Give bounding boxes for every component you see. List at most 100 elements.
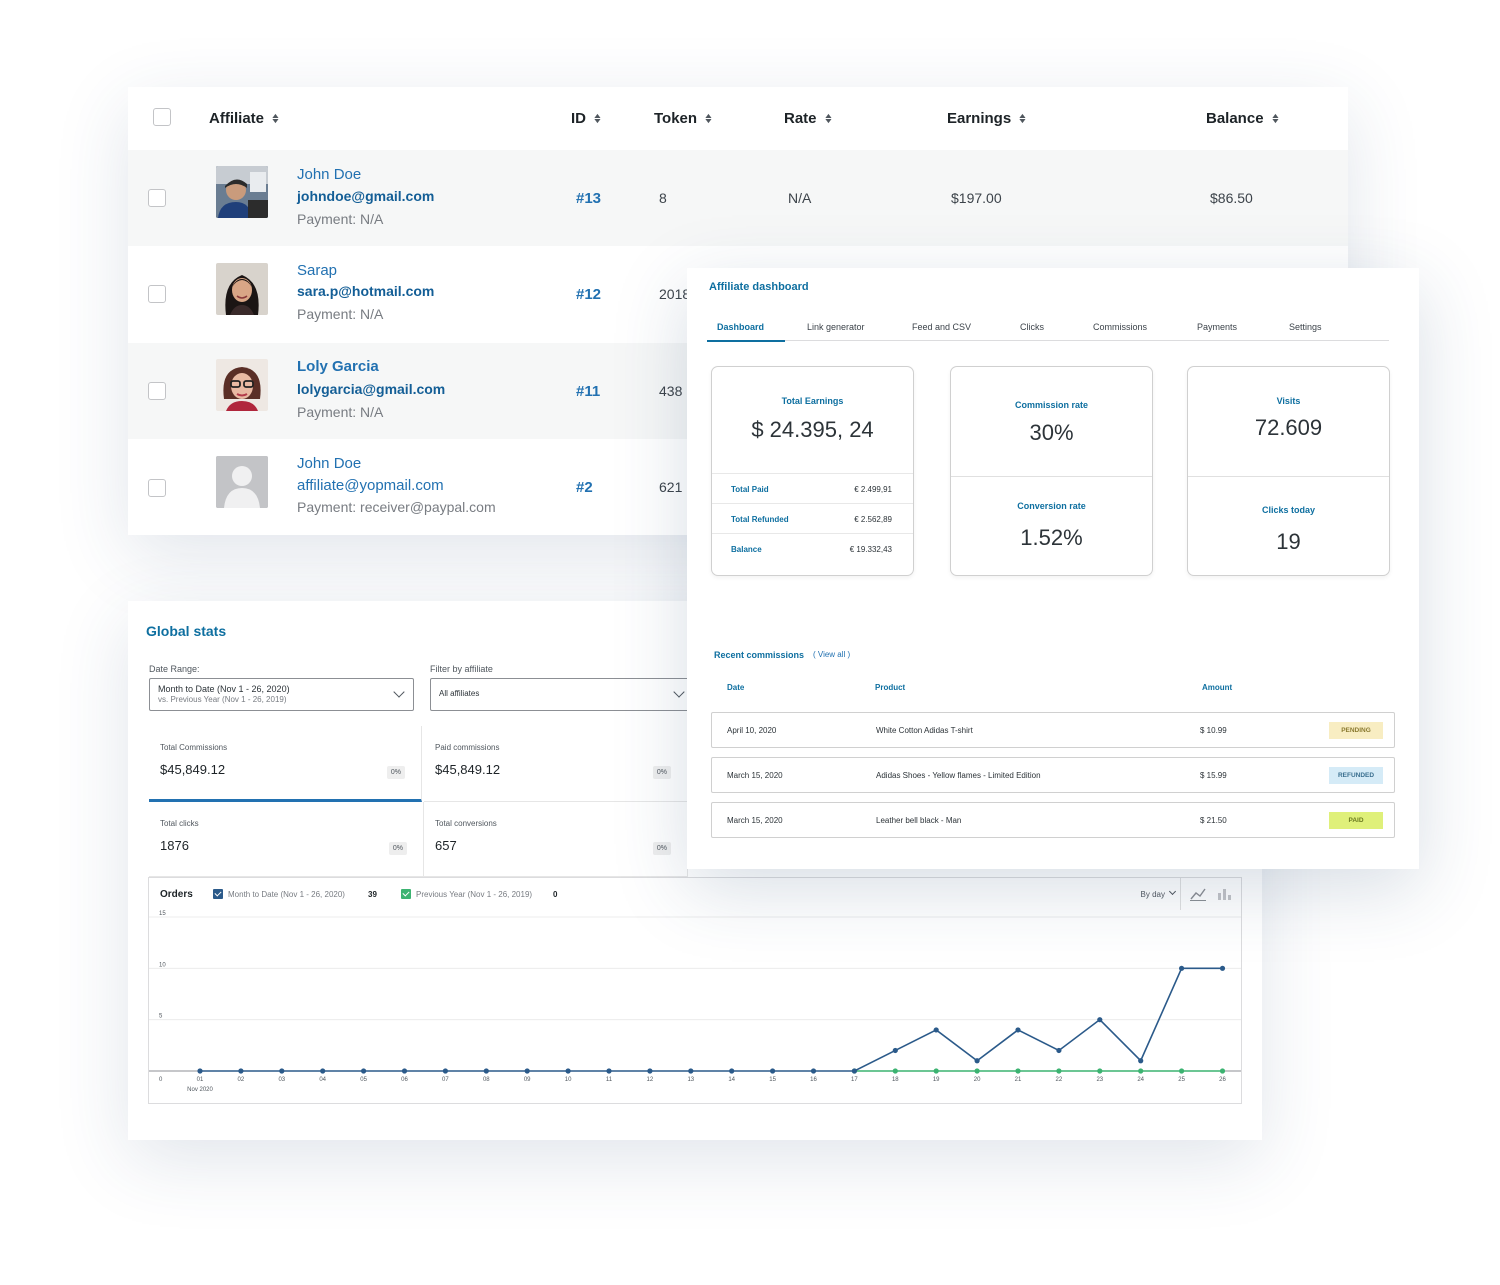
tab-clicks[interactable]: Clicks <box>1020 322 1044 332</box>
x-tick-label: 22 <box>1056 1077 1063 1083</box>
visits-card: Visits 72.609 Clicks today 19 <box>1187 366 1390 576</box>
earnings-value: $ 24.395, 24 <box>751 417 874 442</box>
tab-link-generator[interactable]: Link generator <box>807 322 865 332</box>
affiliate-name-link[interactable]: John Doe <box>297 455 362 472</box>
interval-select[interactable]: By day <box>1140 890 1165 899</box>
x-tick-label: 20 <box>974 1077 981 1083</box>
stat-value: 1876 <box>160 838 189 853</box>
date-range-select[interactable]: Month to Date (Nov 1 - 26, 2020) vs. Pre… <box>149 678 414 711</box>
affiliate-id-link[interactable]: #13 <box>576 190 602 207</box>
commission-row[interactable]: April 10, 2020 White Cotton Adidas T-shi… <box>711 712 1395 748</box>
affiliate-id-link[interactable]: #2 <box>576 479 593 496</box>
affiliate-dashboard: Affiliate dashboard Dashboard Link gener… <box>687 268 1419 869</box>
stat-tile-total-clicks[interactable]: Total clicks 1876 0% <box>149 802 424 877</box>
commission-product: Adidas Shoes - Yellow flames - Limited E… <box>876 771 1041 780</box>
divider <box>1188 476 1389 477</box>
x-tick-label: 11 <box>606 1077 613 1083</box>
commission-rate-label: Commission rate <box>1014 400 1089 410</box>
rates-card: Commission rate 30% Conversion rate 1.52… <box>950 366 1153 576</box>
summary-value: € 2.499,91 <box>854 485 892 494</box>
x-tick-label: 10 <box>565 1077 572 1083</box>
affiliate-name-link[interactable]: Loly Garcia <box>297 358 379 375</box>
visits-value: 72.609 <box>1254 415 1323 440</box>
x-tick-label: 18 <box>892 1077 899 1083</box>
legend-label: Previous Year (Nov 1 - 26, 2019) <box>416 890 533 899</box>
column-header-id[interactable]: ID ▲ ▼ <box>571 87 603 150</box>
series-line <box>200 967 1223 1072</box>
x-tick-label: 13 <box>687 1077 694 1083</box>
tab-payments[interactable]: Payments <box>1197 322 1238 332</box>
tab-settings[interactable]: Settings <box>1289 322 1322 332</box>
table-row[interactable]: John Doe affiliate@yopmail.com Payment: … <box>128 439 1348 535</box>
table-row[interactable]: Sarap sara.p@hotmail.com Payment: N/A #1… <box>128 247 1348 343</box>
affiliate-payment: Payment: N/A <box>297 306 384 322</box>
x-tick-label: 21 <box>1015 1077 1022 1083</box>
column-header-affiliate[interactable]: Affiliate ▲ ▼ <box>209 87 281 150</box>
conversion-rate-label: Conversion rate <box>1017 501 1086 511</box>
stat-tile-total-commissions[interactable]: Total Commissions $45,849.12 0% <box>149 726 422 802</box>
data-point <box>197 1068 203 1074</box>
legend-checkbox-current[interactable] <box>213 889 223 899</box>
data-point <box>442 1068 448 1074</box>
select-all-checkbox[interactable] <box>153 108 171 126</box>
stat-label: Total conversions <box>435 819 497 828</box>
legend-checkbox-previous[interactable] <box>401 889 411 899</box>
filter-affiliate-select[interactable]: All affiliates <box>430 678 694 711</box>
column-header-earnings[interactable]: Earnings ▲ ▼ <box>947 87 1028 150</box>
tab-commissions[interactable]: Commissions <box>1093 322 1148 332</box>
affiliate-email[interactable]: sara.p@hotmail.com <box>297 283 435 299</box>
column-header-product: Product <box>875 683 906 692</box>
data-point <box>361 1068 367 1074</box>
table-row[interactable]: John Doe johndoe@gmail.com Payment: N/A … <box>128 150 1348 246</box>
y-tick-label: 10 <box>159 962 166 968</box>
sort-icon: ▲ ▼ <box>592 112 603 125</box>
x-tick-label: 26 <box>1219 1077 1226 1083</box>
commission-rate-value: 30% <box>1029 420 1074 445</box>
affiliate-email[interactable]: affiliate@yopmail.com <box>297 477 444 494</box>
affiliate-email[interactable]: johndoe@gmail.com <box>297 188 435 204</box>
stat-label: Paid commissions <box>435 743 500 752</box>
affiliate-payment: Payment: N/A <box>297 404 384 420</box>
row-checkbox[interactable] <box>148 382 166 400</box>
data-point <box>606 1068 612 1074</box>
data-point <box>810 1068 817 1074</box>
summary-label: Balance <box>731 545 762 554</box>
commission-row[interactable]: March 15, 2020 Leather bell black - Man … <box>711 802 1395 838</box>
x-tick-label: 05 <box>360 1077 367 1083</box>
row-checkbox[interactable] <box>148 479 166 497</box>
row-checkbox[interactable] <box>148 189 166 207</box>
bar-chart-icon[interactable] <box>1214 886 1234 902</box>
affiliate-email[interactable]: lolygarcia@gmail.com <box>297 381 446 397</box>
data-point <box>770 1068 776 1074</box>
commission-amount: $ 10.99 <box>1200 726 1227 735</box>
stat-tile-paid-commissions[interactable]: Paid commissions $45,849.12 0% <box>424 726 688 802</box>
affiliate-name-link[interactable]: John Doe <box>297 166 362 183</box>
affiliate-name-link[interactable]: Sarap <box>297 262 338 279</box>
commission-row[interactable]: March 15, 2020 Adidas Shoes - Yellow fla… <box>711 757 1395 793</box>
stat-value: $45,849.12 <box>160 762 226 777</box>
column-header-balance[interactable]: Balance ▲ ▼ <box>1206 87 1280 150</box>
commission-product: White Cotton Adidas T-shirt <box>876 726 973 735</box>
tab-feed-and-csv[interactable]: Feed and CSV <box>912 322 972 332</box>
legend-count: 0 <box>553 890 558 899</box>
affiliate-id-link[interactable]: #12 <box>576 286 602 303</box>
view-all-link[interactable]: ( View all ) <box>813 650 851 659</box>
column-header-rate[interactable]: Rate ▲ ▼ <box>784 87 833 150</box>
stat-tile-total-conversions[interactable]: Total conversions 657 0% <box>424 802 688 877</box>
data-point <box>524 1068 530 1074</box>
column-header-token[interactable]: Token ▲ ▼ <box>654 87 714 150</box>
data-point <box>892 1068 898 1074</box>
data-point <box>974 1058 980 1064</box>
x-tick-label: 06 <box>401 1077 408 1083</box>
line-chart-icon[interactable] <box>1188 886 1208 902</box>
x-tick-label: 14 <box>728 1077 735 1083</box>
stat-label: Total Commissions <box>160 743 228 752</box>
legend-label: Month to Date (Nov 1 - 26, 2020) <box>228 890 345 899</box>
sort-icon: ▲ ▼ <box>703 112 714 125</box>
x-tick-label: 23 <box>1096 1077 1103 1083</box>
filter-affiliate-value: All affiliates <box>439 689 480 698</box>
affiliate-id-link[interactable]: #11 <box>576 383 601 400</box>
tab-dashboard[interactable]: Dashboard <box>717 322 765 332</box>
row-checkbox[interactable] <box>148 285 166 303</box>
balance-cell: $86.50 <box>1210 190 1253 206</box>
